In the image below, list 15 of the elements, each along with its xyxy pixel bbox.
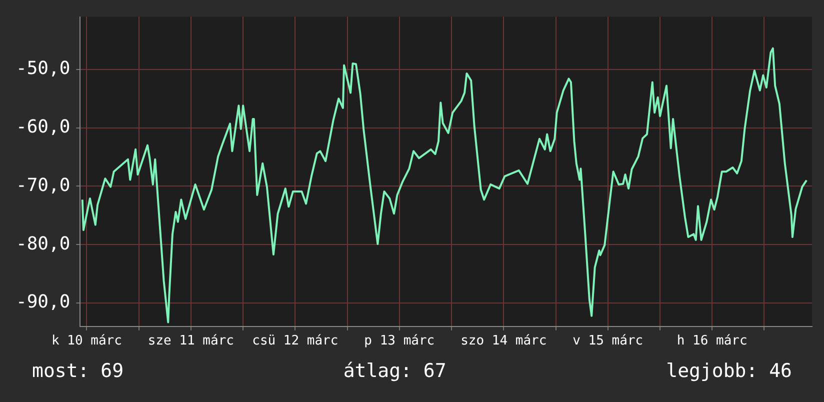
x-tick-label: p 13 márc: [364, 334, 435, 349]
x-tick-label: csü 12 márc: [252, 334, 338, 349]
y-tick-label: -80,0: [16, 233, 70, 254]
text: átlag: 67: [343, 360, 446, 384]
y-tick-label: -70,0: [16, 174, 70, 196]
y-tick-label: -60,0: [16, 116, 70, 138]
y-tick-label: -90,0: [16, 292, 70, 313]
x-tick-label: sze 11 márc: [148, 334, 234, 349]
x-tick-label: v 15 márc: [572, 334, 644, 349]
x-tick-label: h 16 márc: [676, 334, 748, 349]
text: legjobb: 46: [666, 360, 792, 384]
y-tick-label: -50,0: [16, 58, 70, 80]
x-tick-label: szo 14 márc: [460, 334, 547, 349]
text: most: 69: [32, 360, 124, 384]
x-tick-label: k 10 márc: [51, 334, 122, 349]
